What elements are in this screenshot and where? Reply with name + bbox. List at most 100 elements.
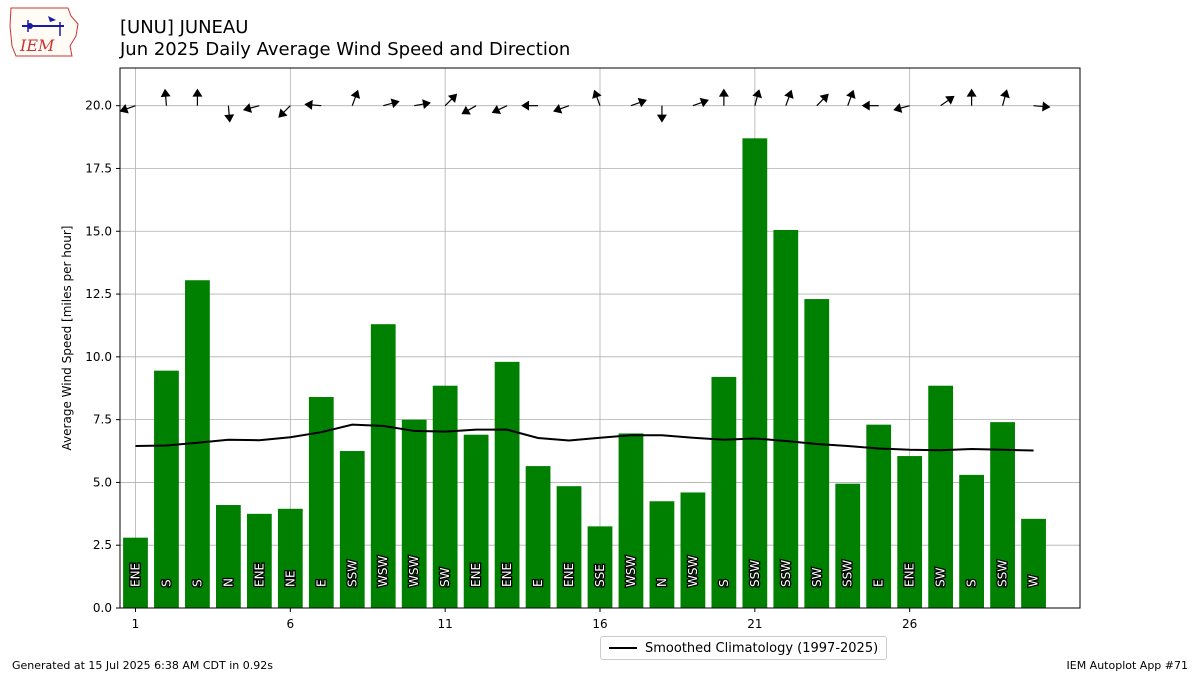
y-tick-label: 15.0	[85, 224, 112, 238]
x-tick-label: 11	[438, 617, 453, 631]
direction-label: N	[655, 578, 669, 587]
bar	[123, 537, 148, 608]
bar	[866, 424, 892, 608]
direction-label: W	[1027, 575, 1041, 587]
bar	[680, 492, 706, 608]
generated-timestamp: Generated at 15 Jul 2025 6:38 AM CDT in …	[12, 659, 273, 672]
direction-label: S	[965, 579, 979, 587]
wind-arrow	[846, 89, 856, 106]
bar	[587, 526, 613, 608]
direction-label: SW	[810, 567, 824, 587]
bar	[928, 385, 954, 608]
bars: ENE S S N ENE NE E SSW WSW WSW SW ENE ENE E ENE SSE WSW N…	[123, 138, 1046, 609]
wind-arrow	[940, 95, 955, 107]
bar	[742, 138, 768, 609]
wind-arrow	[461, 105, 477, 115]
direction-label: WSW	[407, 556, 421, 587]
wind-arrow	[1033, 101, 1051, 112]
direction-label: SSW	[996, 560, 1010, 587]
wind-arrow	[966, 88, 977, 106]
bar	[618, 433, 644, 608]
direction-label: ENE	[252, 563, 266, 587]
direction-label: SW	[438, 567, 452, 587]
bar	[649, 501, 675, 608]
bar	[897, 456, 923, 608]
bar	[556, 486, 582, 608]
wind-arrow	[119, 104, 136, 114]
wind-arrow	[656, 105, 667, 123]
iem-logo: IEM	[8, 6, 80, 58]
y-tick-label: 10.0	[85, 350, 112, 364]
bar	[308, 397, 334, 608]
y-tick-label: 0.0	[93, 601, 112, 615]
wind-arrow	[414, 99, 431, 110]
wind-arrow	[160, 88, 171, 106]
bar	[804, 299, 830, 608]
bar	[432, 385, 458, 608]
chart-title-station: [UNU] JUNEAU	[120, 17, 249, 38]
direction-label: WSW	[376, 556, 390, 587]
direction-label: ENE	[903, 563, 917, 587]
bar	[246, 513, 272, 608]
wind-arrow	[816, 93, 829, 107]
bar	[370, 324, 396, 608]
wind-arrow	[521, 100, 539, 111]
bar	[154, 370, 179, 608]
wind-arrow	[630, 97, 647, 108]
bar	[835, 483, 861, 608]
wind-arrow	[718, 88, 729, 106]
direction-label: S	[717, 579, 731, 587]
x-tick-label: 6	[287, 617, 295, 631]
direction-label: SW	[934, 567, 948, 587]
wind-arrow	[861, 100, 879, 111]
wind-arrow	[192, 88, 203, 106]
wind-arrow	[383, 98, 400, 109]
x-tick-label: 1	[132, 617, 140, 631]
bar	[525, 466, 551, 608]
chart-title: Jun 2025 Daily Average Wind Speed and Di…	[120, 39, 571, 60]
legend: Smoothed Climatology (1997-2025)	[600, 636, 888, 660]
direction-label: SSW	[748, 560, 762, 587]
wind-arrow	[592, 89, 602, 106]
y-tick-label: 7.5	[93, 413, 112, 427]
direction-label: ENE	[562, 563, 576, 587]
wind-arrows	[119, 88, 1051, 123]
bar	[711, 376, 737, 608]
wind-arrow	[350, 89, 361, 106]
x-tick-label: 16	[592, 617, 607, 631]
wind-arrow	[278, 105, 291, 118]
wind-arrow	[224, 105, 235, 123]
wind-arrow	[553, 104, 570, 114]
legend-line-swatch	[609, 647, 637, 649]
bar	[494, 361, 520, 608]
bar	[1021, 518, 1046, 608]
wind-arrow	[242, 103, 260, 113]
y-tick-label: 2.5	[93, 538, 112, 552]
direction-label: WSW	[624, 556, 638, 587]
bar	[773, 230, 799, 608]
x-tick-label: 21	[747, 617, 762, 631]
bar	[216, 505, 241, 608]
direction-label: E	[531, 579, 545, 587]
y-tick-label: 12.5	[85, 287, 112, 301]
legend-climatology-label: Smoothed Climatology (1997-2025)	[645, 640, 879, 656]
wind-arrow	[304, 99, 322, 110]
wind-arrow	[444, 93, 458, 107]
direction-label: SSW	[779, 560, 793, 587]
wind-arrow	[692, 97, 709, 108]
direction-label: ENE	[500, 563, 514, 587]
wind-arrow	[491, 104, 508, 115]
direction-label: NE	[283, 570, 297, 587]
direction-label: E	[314, 579, 328, 587]
direction-label: E	[872, 579, 886, 587]
y-tick-label: 5.0	[93, 475, 112, 489]
wind-arrow	[752, 89, 762, 106]
wind-arrow	[893, 103, 910, 113]
bar	[959, 474, 984, 608]
bar	[401, 419, 427, 608]
direction-label: WSW	[686, 556, 700, 587]
direction-label: ENE	[128, 563, 142, 587]
x-tick-label: 26	[902, 617, 917, 631]
direction-label: SSW	[841, 560, 855, 587]
